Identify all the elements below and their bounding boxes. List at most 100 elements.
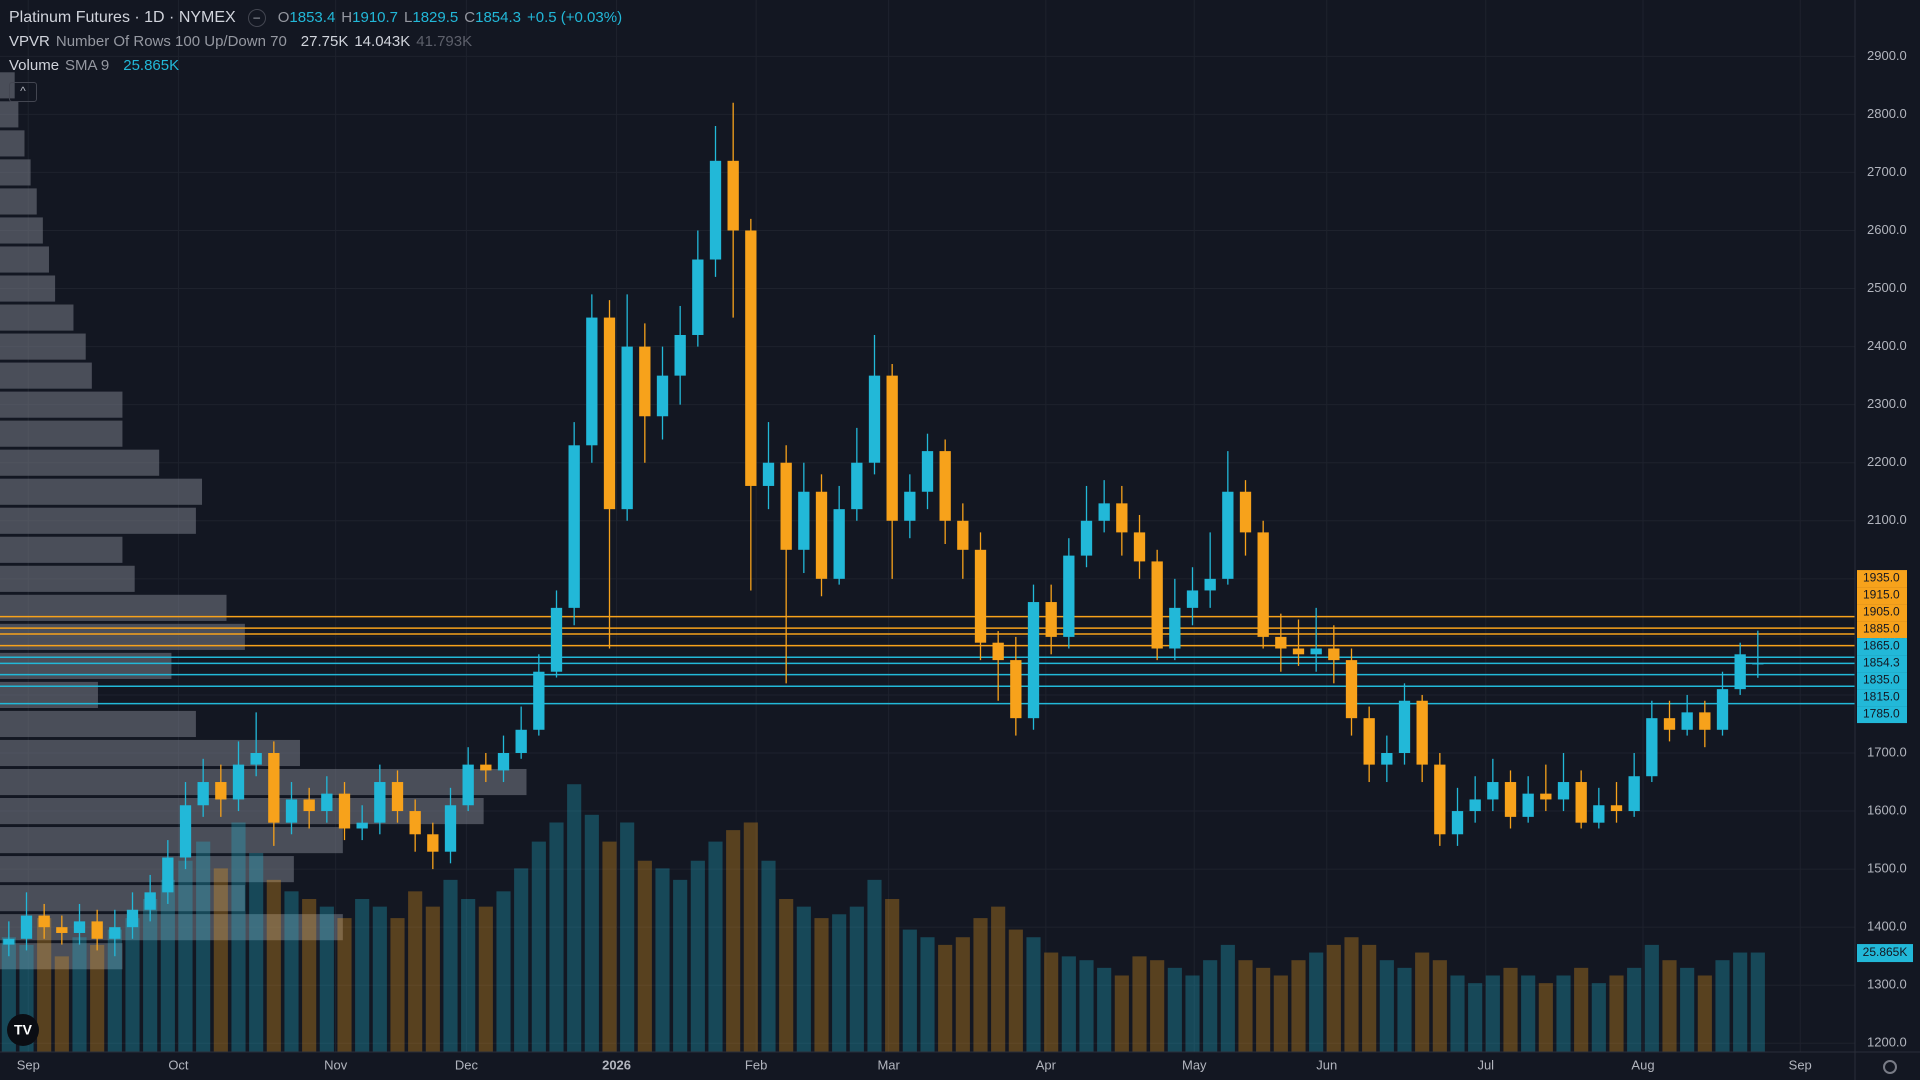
volume-bar [355,898,370,1052]
price-label-bg [1857,638,1907,656]
candle-body [1328,648,1340,661]
candle-body [762,462,775,486]
legend: Platinum Futures · 1D · NYMEX – O1853.4 … [9,6,622,102]
volume-bar [1662,960,1677,1052]
candle-body [656,375,669,417]
volume-bar [531,841,546,1052]
volume-bar [637,860,652,1052]
candle-body [868,375,881,463]
volume-bar [284,891,299,1052]
price-label: 1905.0 [1863,605,1900,619]
volume-bar [390,918,405,1052]
volume-bar [1680,967,1695,1052]
x-tick-label: Mar [877,1057,900,1072]
collapse-button[interactable]: ^ [9,82,37,102]
candle-body [550,607,563,672]
volume-bar [461,898,476,1052]
svg-text:TV: TV [14,1022,33,1038]
price-label: 1785.0 [1863,707,1900,721]
y-tick-label: 2300.0 [1867,396,1907,411]
settings-icon[interactable] [1883,1060,1897,1074]
profile-bar [0,72,15,99]
x-tick-label: Jun [1316,1057,1337,1072]
volume-bar [1132,956,1147,1052]
price-label: 1935.0 [1863,571,1900,585]
candle-body [268,753,280,823]
candle-body [815,491,828,579]
volume-bar [1415,952,1430,1052]
candle-body [603,317,616,510]
candle-body [1628,776,1640,812]
volume-bar [1733,952,1748,1052]
candle-body [250,753,262,765]
candle-body [1716,689,1729,730]
price-label: 1854.3 [1863,656,1900,670]
y-tick-label: 1600.0 [1867,802,1907,817]
candle-body [957,520,969,550]
price-label-bg [1857,706,1907,724]
candle-body [1699,712,1711,730]
candle-body [109,927,121,939]
x-tick-label: May [1182,1057,1207,1072]
volume-bar [620,822,635,1052]
volume-bar [743,822,758,1052]
volume-bar [1521,975,1536,1052]
volume-bar [1485,975,1500,1052]
candle-body [1292,648,1305,655]
volume-bar [196,841,211,1052]
candle-body [427,834,439,852]
profile-bar [0,449,160,476]
profile-bar [0,420,123,447]
price-label-bg [1857,655,1907,673]
volume-bar [796,906,811,1052]
volume-bar [514,868,529,1052]
ohlc-key: O [277,9,290,26]
volume-bar [690,860,705,1052]
candle-body [1540,793,1552,800]
y-tick-label: 2900.0 [1867,48,1907,63]
candle-body [586,317,598,446]
volume-bar [849,906,864,1052]
volume-bar [1379,960,1394,1052]
volume-bar [1609,975,1624,1052]
candle-body [1504,782,1517,817]
price-label: 1885.0 [1863,622,1900,636]
candle-body [1557,782,1570,800]
candle-body [621,346,633,510]
volume-bar [443,879,458,1052]
volume-bar [1503,967,1518,1052]
price-label-bg [1857,604,1907,622]
candle-body [144,892,156,910]
profile-bar [0,827,343,854]
candle-body [780,462,792,550]
price-label-bg [1857,672,1907,690]
volume-bar [955,937,970,1052]
volume-bar [814,918,829,1052]
candle-body [409,811,421,835]
candle-body [674,334,686,376]
candle-body [1681,712,1693,730]
profile-bar [0,710,196,738]
candle-body [1222,491,1234,579]
profile-bar [0,507,196,534]
volume-bar [673,879,688,1052]
candle-body [232,764,245,800]
toggle[interactable]: – [247,9,266,27]
logo[interactable]: TV [7,1014,39,1046]
candle-body [444,805,457,852]
volume-bar [1008,929,1023,1052]
volume-bar [832,914,847,1052]
x-tick-label: 2026 [602,1057,631,1072]
profile-bar [0,739,300,767]
x-tick-label: Jul [1477,1057,1494,1072]
profile-bar [0,856,294,883]
candle-body [904,491,916,521]
profile-bar [0,159,31,186]
volume-bar [902,929,917,1052]
candle-body [1363,718,1375,765]
x-tick-label: Aug [1631,1057,1654,1072]
price-label-bg [1857,570,1907,588]
ohlc-value: 1829.5 [412,9,459,26]
candle-body [179,805,192,858]
indicator-name: VPVR [9,33,50,50]
